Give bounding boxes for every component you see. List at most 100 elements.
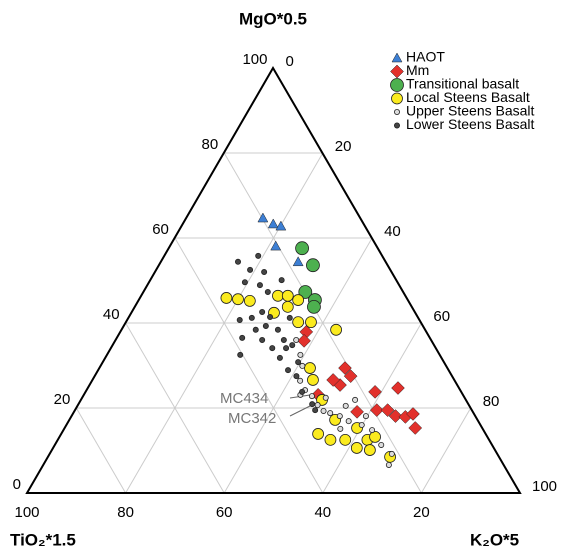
circle-marker <box>352 396 359 403</box>
circle-marker <box>286 314 293 321</box>
circle-marker <box>259 336 266 343</box>
circle-marker <box>243 294 256 307</box>
circle-marker <box>312 407 319 414</box>
diamond-marker <box>391 381 405 395</box>
triangle-marker <box>292 256 304 267</box>
diamond-marker <box>408 421 423 435</box>
circle-marker <box>274 326 281 333</box>
diamond-marker <box>406 407 420 421</box>
annotation-line <box>289 404 313 417</box>
k2o-tick-label: 100 <box>532 478 557 495</box>
circle-marker <box>256 282 263 289</box>
circle-marker <box>259 308 266 315</box>
diamond-marker <box>326 373 341 387</box>
circle-marker <box>283 345 290 352</box>
grid-line <box>420 407 472 494</box>
circle-marker <box>322 394 329 401</box>
circle-marker <box>281 300 294 313</box>
circle-marker <box>312 428 325 440</box>
circle-marker <box>297 351 304 358</box>
circle-marker <box>276 354 283 361</box>
circle-marker <box>292 316 305 329</box>
circle-marker <box>264 288 271 295</box>
circle-marker <box>306 258 320 273</box>
circle-marker <box>272 289 284 302</box>
circle-marker <box>235 258 242 265</box>
tio2-tick-label: 20 <box>413 504 430 521</box>
circle-marker <box>255 252 262 259</box>
tio2-tick-label: 100 <box>14 504 39 521</box>
top-axis-label: MgO*0.5 <box>239 9 307 28</box>
circle-marker <box>297 377 304 384</box>
circle-marker <box>280 336 287 343</box>
circle-marker <box>241 279 248 286</box>
diamond-marker <box>350 404 364 419</box>
right-axis-label: K₂O*5 <box>470 530 519 549</box>
legend-text: Lower Steens Basalt <box>406 116 535 132</box>
mgo-tick-label: 100 <box>242 51 267 68</box>
grid-line <box>75 407 127 494</box>
k2o-tick-label: 40 <box>384 223 401 240</box>
k2o-tick-label: 0 <box>286 53 294 70</box>
diamond-marker <box>380 403 395 417</box>
circle-marker <box>232 293 244 306</box>
diamond-marker <box>390 64 404 79</box>
circle-marker <box>369 427 376 434</box>
triangle-marker <box>270 240 282 251</box>
circle-marker <box>336 413 343 420</box>
circle-marker <box>363 444 376 456</box>
k2o-tick-label: 60 <box>433 308 450 325</box>
circle-marker <box>281 289 294 302</box>
circle-marker <box>262 322 269 329</box>
diamond-marker <box>343 369 358 383</box>
mgo-tick-label: 40 <box>103 306 120 323</box>
circle-marker <box>330 323 343 336</box>
circle-marker <box>269 345 276 352</box>
annotation: MC342 <box>228 410 276 427</box>
circle-marker <box>289 342 296 349</box>
legend-text: Local Steens Basalt <box>406 89 530 105</box>
circle-marker <box>358 421 365 428</box>
circle-marker <box>299 362 306 369</box>
diamond-marker <box>369 403 384 417</box>
circle-marker <box>293 336 300 343</box>
circle-marker <box>309 401 316 408</box>
triangle-marker <box>275 220 287 231</box>
circle-marker <box>385 461 392 468</box>
circle-marker <box>308 393 315 400</box>
triangle-marker <box>391 52 403 63</box>
circle-marker <box>393 109 400 116</box>
grid-line <box>125 322 225 494</box>
legend-text: Mm <box>406 62 429 78</box>
tio2-tick-label: 60 <box>216 504 233 521</box>
circle-marker <box>339 433 352 446</box>
legend-text: HAOT <box>406 49 445 65</box>
circle-marker <box>236 317 243 324</box>
circle-marker <box>293 373 300 380</box>
circle-marker <box>304 362 316 374</box>
circle-marker <box>378 441 385 448</box>
k2o-tick-label: 80 <box>483 393 500 410</box>
diamond-marker <box>338 361 352 375</box>
annotation: MC434 <box>220 390 268 407</box>
circle-marker <box>337 425 344 432</box>
circle-marker <box>237 351 244 358</box>
grid-line <box>223 152 422 494</box>
tio2-tick-label: 80 <box>117 504 134 521</box>
legend-text: Transitional basalt <box>406 76 519 92</box>
mgo-tick-label: 0 <box>13 476 21 493</box>
circle-marker <box>295 359 302 366</box>
circle-marker <box>292 294 305 306</box>
circle-marker <box>369 430 381 443</box>
circle-marker <box>261 268 268 275</box>
circle-marker <box>388 450 395 457</box>
circle-marker <box>324 433 337 446</box>
circle-marker <box>307 374 319 386</box>
triangle-marker <box>267 218 279 229</box>
circle-marker <box>298 285 313 299</box>
k2o-tick-label: 20 <box>335 138 352 155</box>
triangle-marker <box>257 212 269 223</box>
circle-marker <box>327 410 334 417</box>
circle-marker <box>345 418 352 425</box>
circle-marker <box>391 92 403 105</box>
